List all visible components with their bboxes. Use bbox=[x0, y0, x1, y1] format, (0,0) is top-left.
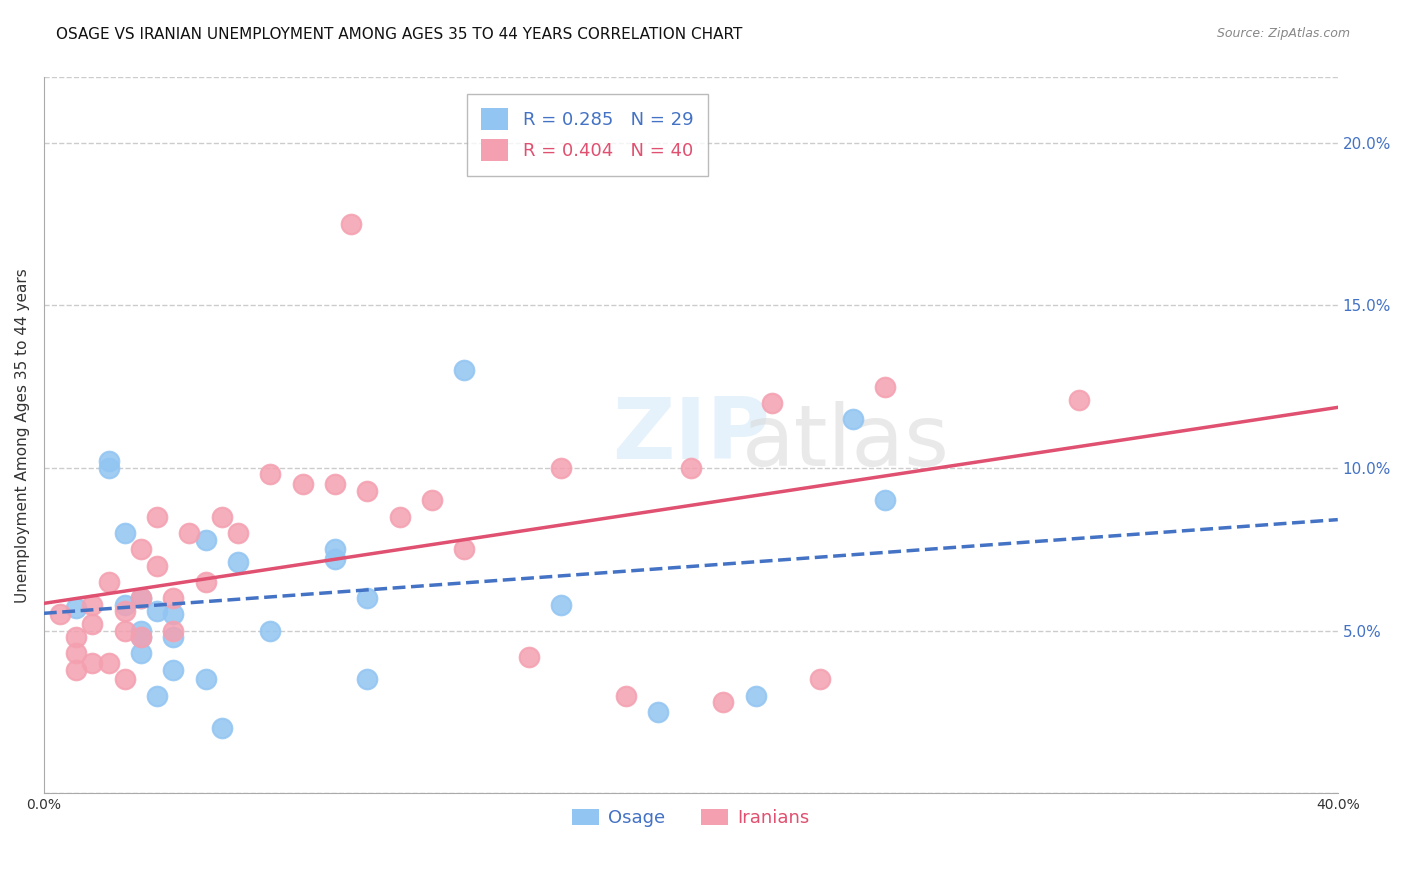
Point bbox=[65, 663, 87, 677]
Point bbox=[129, 630, 152, 644]
Point bbox=[179, 526, 201, 541]
Text: atlas: atlas bbox=[742, 401, 950, 484]
Point bbox=[453, 542, 475, 557]
Point bbox=[97, 574, 120, 589]
Point bbox=[259, 624, 281, 638]
Point bbox=[97, 656, 120, 670]
Point bbox=[129, 591, 152, 606]
Point bbox=[114, 598, 136, 612]
Point bbox=[356, 483, 378, 498]
Point bbox=[323, 542, 346, 557]
Point bbox=[517, 649, 540, 664]
Point bbox=[259, 467, 281, 482]
Point bbox=[114, 604, 136, 618]
Text: Source: ZipAtlas.com: Source: ZipAtlas.com bbox=[1216, 27, 1350, 40]
Point bbox=[129, 630, 152, 644]
Point bbox=[614, 689, 637, 703]
Point bbox=[647, 705, 669, 719]
Point bbox=[356, 591, 378, 606]
Y-axis label: Unemployment Among Ages 35 to 44 years: Unemployment Among Ages 35 to 44 years bbox=[15, 268, 30, 603]
Point bbox=[550, 461, 572, 475]
Point bbox=[114, 624, 136, 638]
Point bbox=[146, 558, 169, 573]
Point bbox=[291, 477, 314, 491]
Point bbox=[162, 591, 184, 606]
Point bbox=[420, 493, 443, 508]
Point bbox=[841, 412, 863, 426]
Point bbox=[1067, 392, 1090, 407]
Point bbox=[97, 454, 120, 468]
Point bbox=[550, 598, 572, 612]
Point bbox=[129, 542, 152, 557]
Point bbox=[711, 695, 734, 709]
Point bbox=[114, 673, 136, 687]
Point bbox=[97, 461, 120, 475]
Point bbox=[146, 689, 169, 703]
Text: OSAGE VS IRANIAN UNEMPLOYMENT AMONG AGES 35 TO 44 YEARS CORRELATION CHART: OSAGE VS IRANIAN UNEMPLOYMENT AMONG AGES… bbox=[56, 27, 742, 42]
Point bbox=[162, 630, 184, 644]
Point bbox=[323, 477, 346, 491]
Legend: Osage, Iranians: Osage, Iranians bbox=[565, 802, 817, 834]
Point bbox=[162, 624, 184, 638]
Point bbox=[129, 591, 152, 606]
Point bbox=[82, 617, 104, 632]
Point bbox=[82, 656, 104, 670]
Text: ZIP: ZIP bbox=[612, 394, 769, 477]
Point bbox=[129, 624, 152, 638]
Point bbox=[82, 598, 104, 612]
Point bbox=[211, 509, 233, 524]
Point bbox=[146, 509, 169, 524]
Point bbox=[873, 379, 896, 393]
Point bbox=[356, 673, 378, 687]
Point bbox=[873, 493, 896, 508]
Point bbox=[226, 555, 249, 569]
Point bbox=[453, 363, 475, 377]
Point bbox=[65, 647, 87, 661]
Point bbox=[323, 552, 346, 566]
Point bbox=[162, 663, 184, 677]
Point bbox=[49, 607, 72, 622]
Point bbox=[808, 673, 831, 687]
Point bbox=[194, 533, 217, 547]
Point bbox=[194, 673, 217, 687]
Point bbox=[388, 509, 411, 524]
Point bbox=[65, 600, 87, 615]
Point bbox=[129, 647, 152, 661]
Point bbox=[679, 461, 702, 475]
Point bbox=[162, 607, 184, 622]
Point bbox=[744, 689, 766, 703]
Point bbox=[211, 721, 233, 735]
Point bbox=[761, 396, 783, 410]
Point bbox=[340, 217, 363, 231]
Point bbox=[114, 526, 136, 541]
Point bbox=[226, 526, 249, 541]
Point bbox=[146, 604, 169, 618]
Point bbox=[65, 630, 87, 644]
Point bbox=[194, 574, 217, 589]
